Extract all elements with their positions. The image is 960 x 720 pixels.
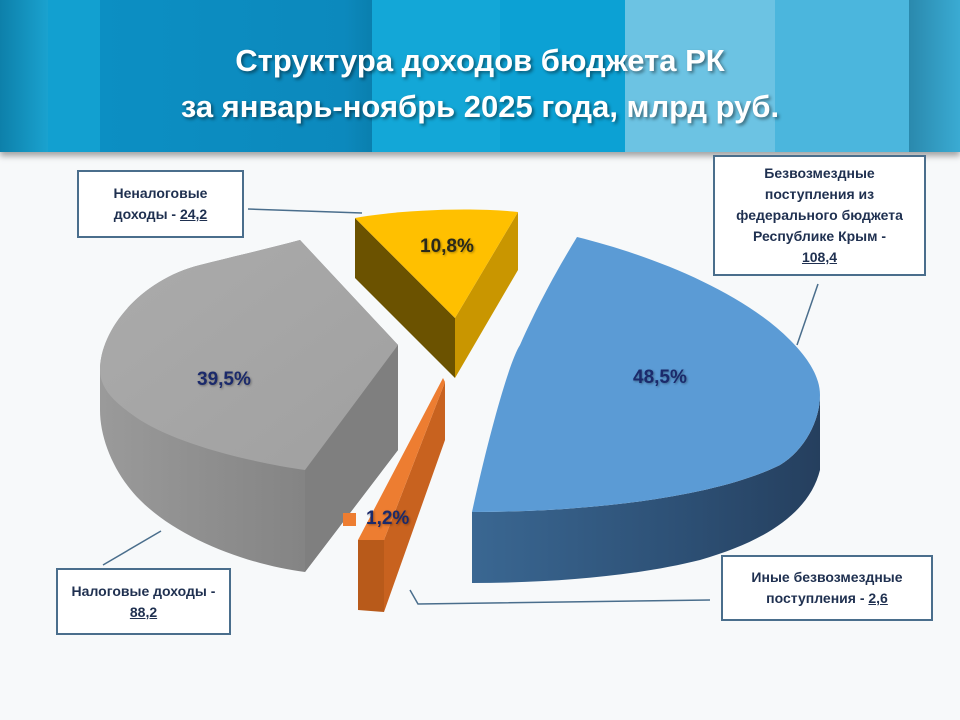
callout-other: Иные безвозмездные поступления - 2,6: [721, 555, 933, 621]
legend-marker-other: [343, 513, 356, 526]
callout-federal-line2: поступления из: [764, 186, 875, 202]
label-federal-pct: 48,5%: [633, 367, 687, 388]
callout-other-line2: поступления - 2,6: [766, 588, 888, 609]
leader-line-non-tax: [247, 208, 363, 214]
label-non-tax-pct: 10,8%: [420, 236, 474, 257]
label-other-pct: 1,2%: [366, 508, 410, 529]
slice-non-tax: [355, 209, 518, 378]
label-tax-pct: 39,5%: [197, 369, 251, 390]
callout-other-value: 2,6: [868, 590, 888, 606]
leader-line-other: [409, 589, 711, 605]
banner-stripe: [625, 0, 775, 152]
banner-stripe: [0, 0, 48, 152]
callout-non-tax-text: доходы -: [113, 206, 180, 222]
banner-stripe: [48, 0, 100, 152]
title-line-1: Структура доходов бюджета РК: [235, 43, 725, 78]
page-title: Структура доходов бюджета РК за январь-н…: [0, 38, 960, 130]
banner-stripe: [909, 0, 960, 152]
slice-federal: [472, 237, 820, 583]
callout-federal-value: 108,4: [801, 249, 838, 265]
slice-other: [358, 378, 445, 612]
callout-federal-line4: Республике Крым -: [752, 228, 887, 244]
callout-non-tax: Неналоговые доходы - 24,2: [77, 170, 244, 238]
banner-stripe: [372, 0, 500, 152]
callout-tax-value: 88,2: [129, 603, 158, 620]
title-banner: Структура доходов бюджета РК за январь-н…: [0, 0, 960, 152]
callout-non-tax-line1: Неналоговые: [113, 185, 208, 201]
callout-non-tax-value: 24,2: [179, 206, 208, 222]
callout-tax-line1: Налоговые доходы -: [71, 582, 216, 599]
callout-non-tax-line2: доходы - 24,2: [114, 204, 207, 225]
callout-federal-line3: федерального бюджета: [736, 207, 903, 223]
callout-federal-line1: Безвозмездные: [764, 165, 875, 181]
banner-stripe: [775, 0, 909, 152]
banner-stripe: [500, 0, 625, 152]
leader-line-tax: [102, 530, 162, 566]
callout-other-line1: Иные безвозмездные: [751, 569, 903, 585]
callout-tax: Налоговые доходы - 88,2: [56, 568, 231, 635]
banner-stripe: [100, 0, 372, 152]
title-line-2: за январь-ноябрь 2025 года, млрд руб.: [180, 89, 780, 124]
leader-line-federal: [796, 283, 819, 346]
callout-federal: Безвозмездные поступления из федеральног…: [713, 155, 926, 276]
slice-tax: [100, 240, 398, 572]
callout-other-text: поступления -: [766, 590, 869, 606]
